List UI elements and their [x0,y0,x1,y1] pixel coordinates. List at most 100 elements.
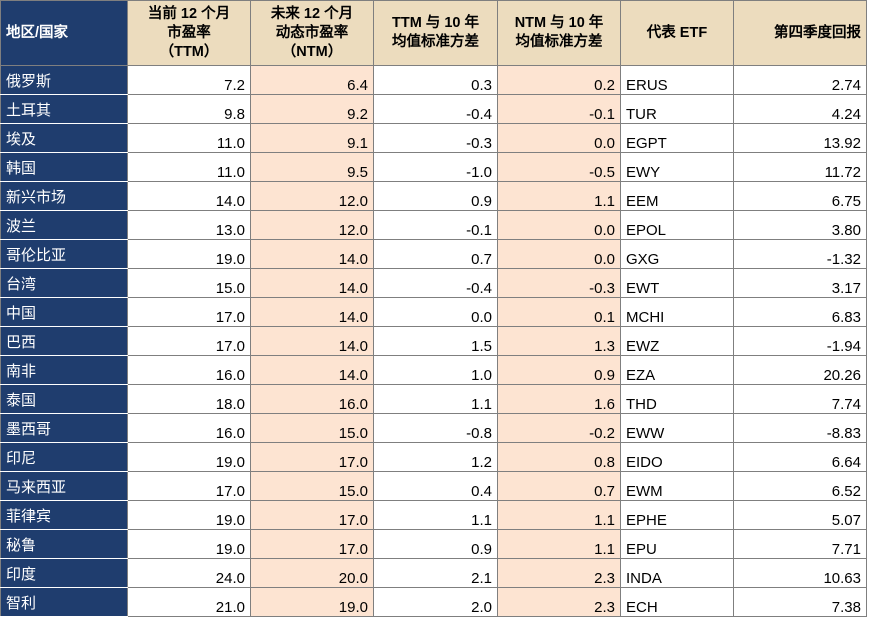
data-cell: 17.0 [127,326,251,356]
data-cell: 17.0 [250,500,374,530]
region-cell: 泰国 [0,384,128,414]
data-cell: 0.1 [497,297,621,327]
data-cell: 1.3 [497,326,621,356]
data-cell: EEM [620,181,734,211]
data-cell: 15.0 [250,471,374,501]
data-cell: TUR [620,94,734,124]
data-cell: 0.0 [497,210,621,240]
data-cell: 2.3 [497,587,621,617]
data-cell: -1.32 [733,239,867,269]
table-row: 中国 17.0 14.0 0.0 0.1 MCHI 6.83 [0,297,867,327]
data-cell: 14.0 [250,326,374,356]
data-cell: -0.1 [497,94,621,124]
region-cell: 南非 [0,355,128,385]
data-cell: 19.0 [250,587,374,617]
data-cell: 12.0 [250,181,374,211]
data-cell: 21.0 [127,587,251,617]
data-cell: 9.2 [250,94,374,124]
data-cell: 6.83 [733,297,867,327]
data-cell: 12.0 [250,210,374,240]
data-cell: -0.8 [373,413,498,443]
table-row: 俄罗斯 7.2 6.4 0.3 0.2 ERUS 2.74 [0,65,867,95]
column-header: 地区/国家 [0,0,128,66]
data-cell: 14.0 [250,355,374,385]
data-cell: 2.3 [497,558,621,588]
data-cell: EPOL [620,210,734,240]
table-row: 南非 16.0 14.0 1.0 0.9 EZA 20.26 [0,355,867,385]
table-row: 哥伦比亚 19.0 14.0 0.7 0.0 GXG -1.32 [0,239,867,269]
data-cell: 4.24 [733,94,867,124]
data-cell: ECH [620,587,734,617]
data-cell: 11.0 [127,123,251,153]
data-cell: 6.4 [250,65,374,95]
data-cell: 17.0 [127,471,251,501]
data-cell: 14.0 [250,239,374,269]
data-cell: 0.4 [373,471,498,501]
region-cell: 哥伦比亚 [0,239,128,269]
data-cell: 0.9 [373,181,498,211]
data-cell: 1.1 [497,529,621,559]
data-cell: 19.0 [127,442,251,472]
data-cell: 17.0 [127,297,251,327]
region-cell: 印尼 [0,442,128,472]
data-cell: -0.2 [497,413,621,443]
data-cell: 11.0 [127,152,251,182]
table-row: 秘鲁 19.0 17.0 0.9 1.1 EPU 7.71 [0,529,867,559]
data-cell: -1.94 [733,326,867,356]
data-cell: 14.0 [127,181,251,211]
data-cell: 1.1 [373,500,498,530]
data-cell: EWY [620,152,734,182]
data-cell: ERUS [620,65,734,95]
data-cell: 11.72 [733,152,867,182]
data-cell: EWM [620,471,734,501]
data-cell: 13.92 [733,123,867,153]
region-cell: 波兰 [0,210,128,240]
data-cell: INDA [620,558,734,588]
region-cell: 墨西哥 [0,413,128,443]
data-cell: MCHI [620,297,734,327]
table-row: 韩国 11.0 9.5 -1.0 -0.5 EWY 11.72 [0,152,867,182]
data-cell: 9.5 [250,152,374,182]
data-cell: 19.0 [127,529,251,559]
data-cell: 0.9 [497,355,621,385]
data-cell: EWT [620,268,734,298]
data-cell: GXG [620,239,734,269]
data-cell: 1.1 [373,384,498,414]
data-cell: 20.26 [733,355,867,385]
data-cell: 2.74 [733,65,867,95]
data-cell: 1.1 [497,500,621,530]
data-cell: -8.83 [733,413,867,443]
data-cell: 17.0 [250,442,374,472]
data-cell: 16.0 [250,384,374,414]
data-cell: 24.0 [127,558,251,588]
region-cell: 印度 [0,558,128,588]
data-cell: 7.2 [127,65,251,95]
region-cell: 台湾 [0,268,128,298]
region-cell: 马来西亚 [0,471,128,501]
data-cell: 0.9 [373,529,498,559]
table-row: 新兴市场 14.0 12.0 0.9 1.1 EEM 6.75 [0,181,867,211]
table-row: 巴西 17.0 14.0 1.5 1.3 EWZ -1.94 [0,326,867,356]
region-cell: 新兴市场 [0,181,128,211]
data-cell: 10.63 [733,558,867,588]
table-row: 泰国 18.0 16.0 1.1 1.6 THD 7.74 [0,384,867,414]
data-cell: 6.75 [733,181,867,211]
data-cell: 17.0 [250,529,374,559]
data-cell: 7.71 [733,529,867,559]
table-row: 马来西亚 17.0 15.0 0.4 0.7 EWM 6.52 [0,471,867,501]
data-cell: 15.0 [250,413,374,443]
data-cell: 0.0 [497,239,621,269]
data-cell: 16.0 [127,413,251,443]
table-row: 智利 21.0 19.0 2.0 2.3 ECH 7.38 [0,587,867,617]
table-row: 埃及 11.0 9.1 -0.3 0.0 EGPT 13.92 [0,123,867,153]
column-header: 第四季度回报 [733,0,867,66]
data-cell: EIDO [620,442,734,472]
region-cell: 菲律宾 [0,500,128,530]
column-header: TTM 与 10 年 均值标准方差 [373,0,498,66]
table-row: 印尼 19.0 17.0 1.2 0.8 EIDO 6.64 [0,442,867,472]
data-cell: 0.0 [497,123,621,153]
data-cell: EZA [620,355,734,385]
data-cell: -0.5 [497,152,621,182]
region-cell: 巴西 [0,326,128,356]
region-cell: 埃及 [0,123,128,153]
